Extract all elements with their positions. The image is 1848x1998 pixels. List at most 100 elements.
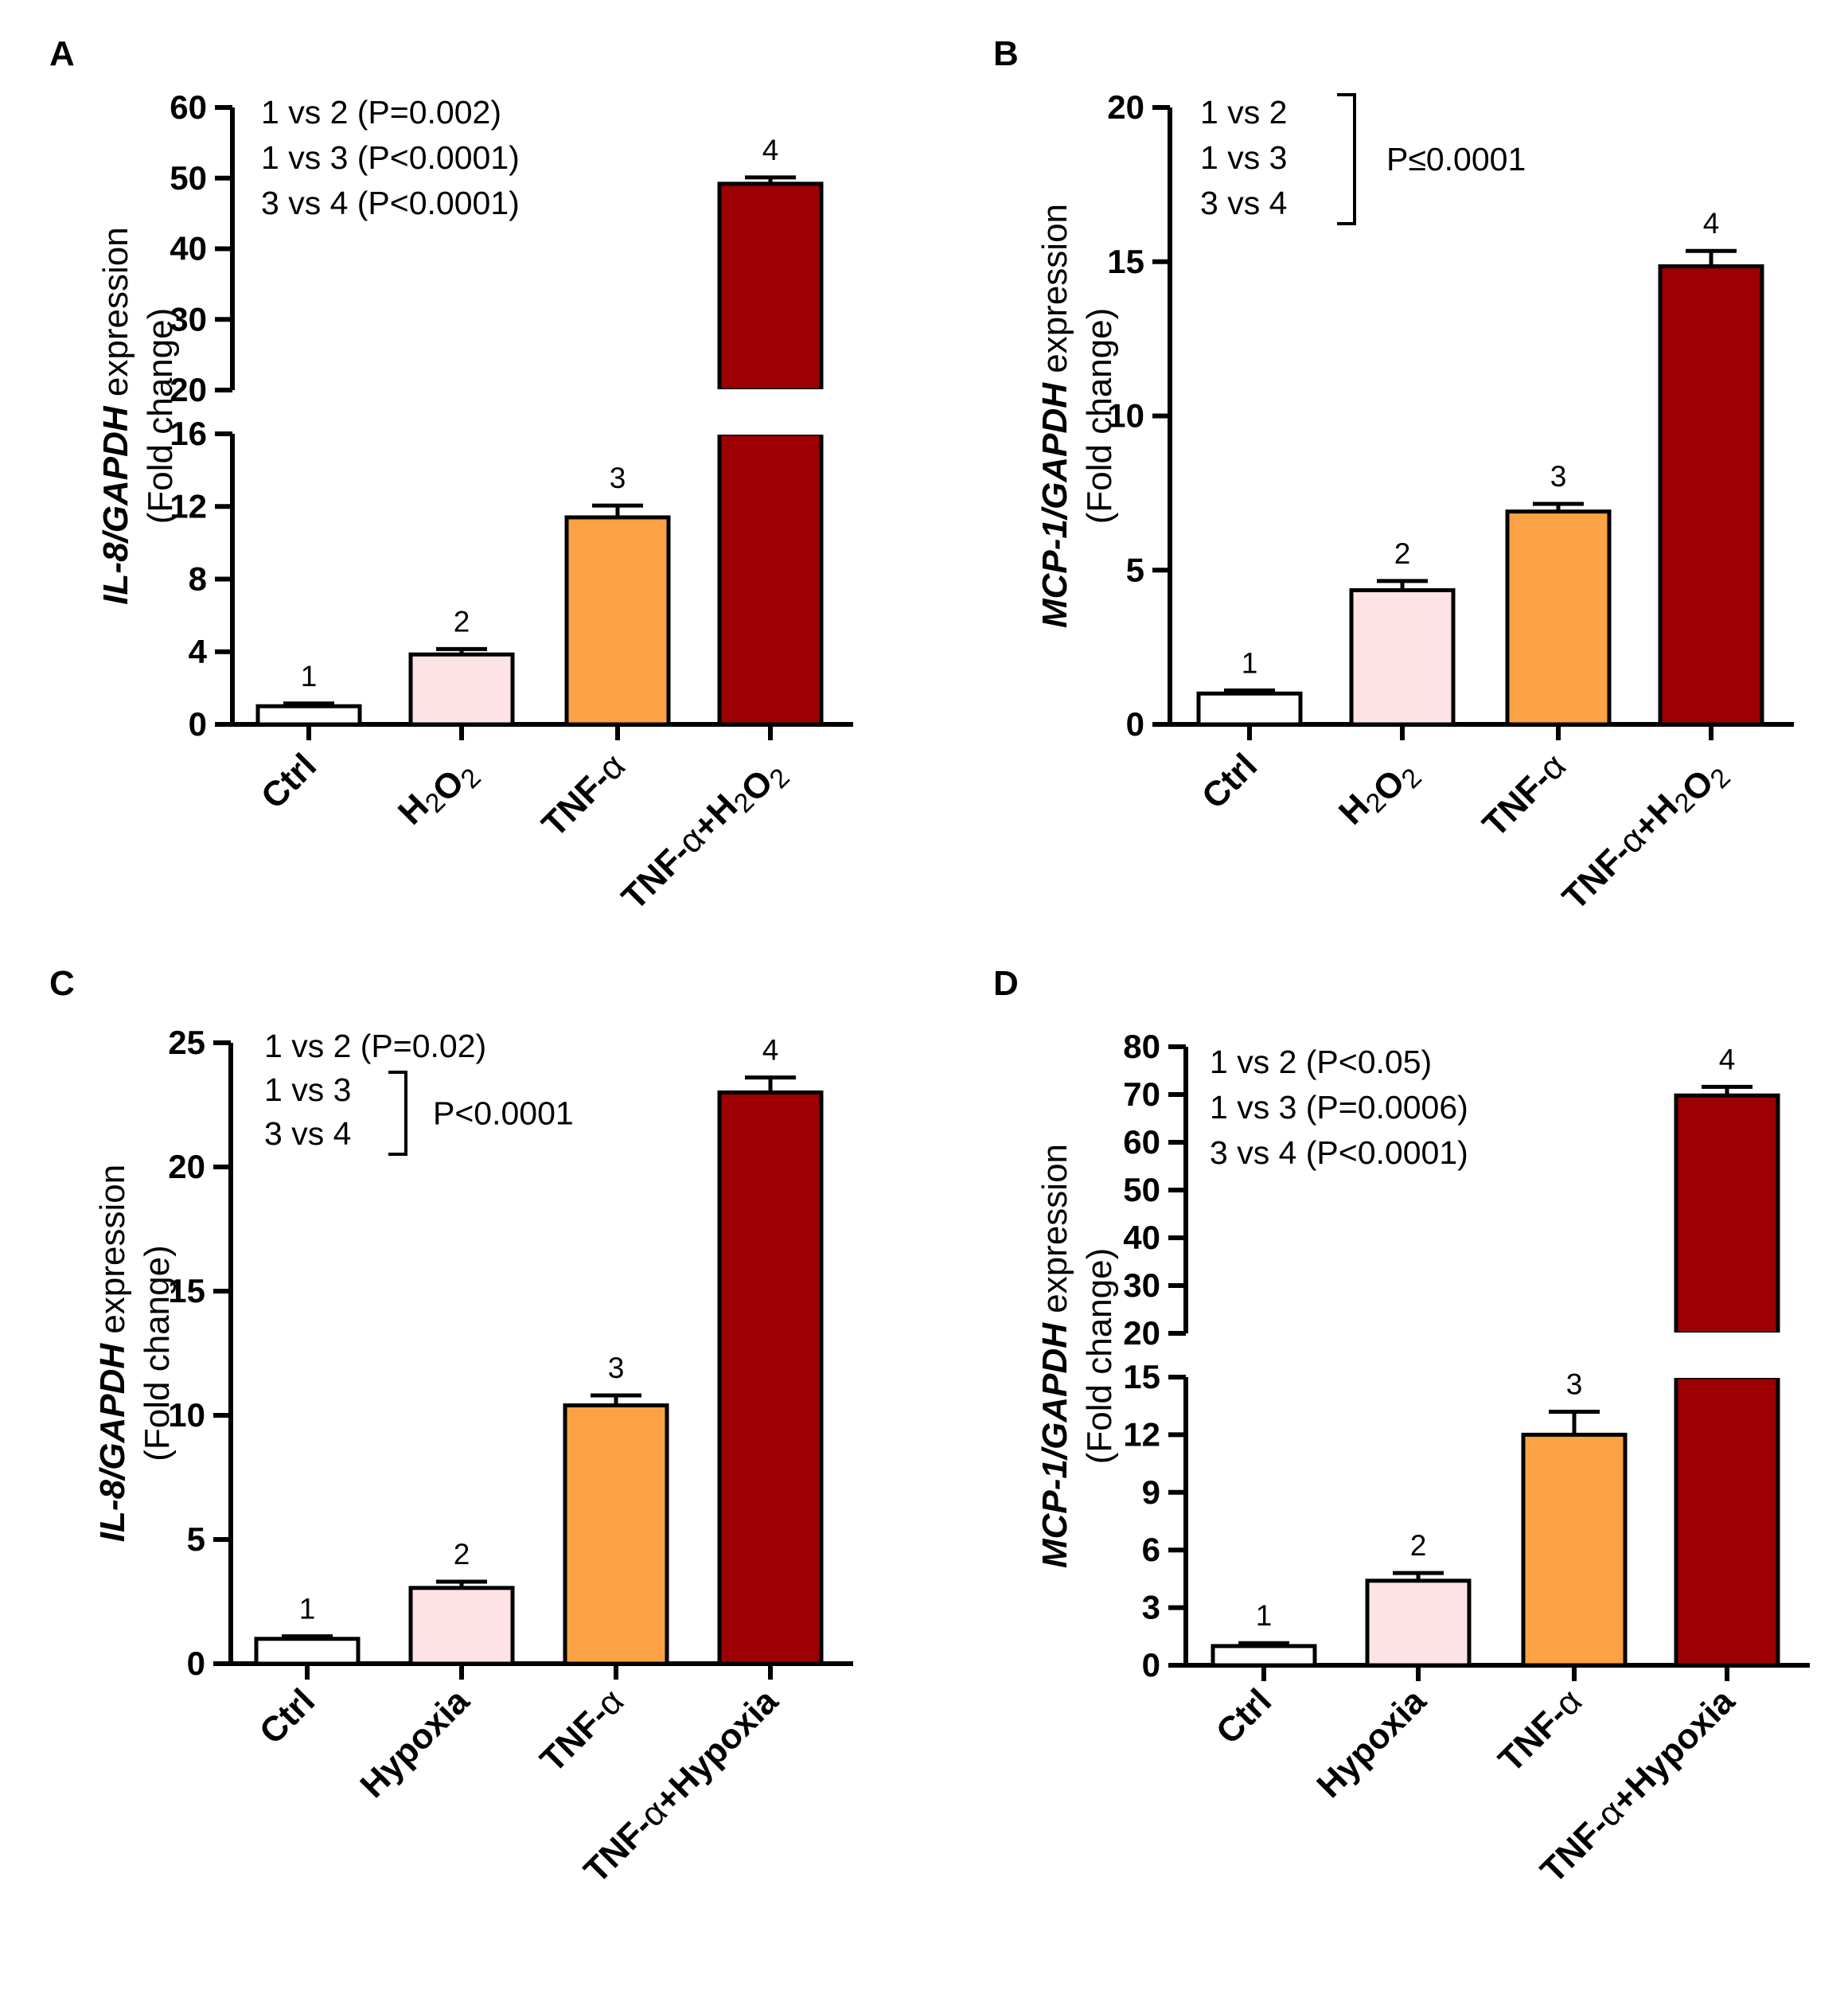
x-category-label: Ctrl <box>252 1681 322 1751</box>
bar-number-label: 2 <box>1394 537 1411 570</box>
bar-number-label: 1 <box>299 1593 316 1625</box>
bar <box>1196 691 1303 727</box>
y-tick-label: 6 <box>1142 1531 1160 1568</box>
bracket-p-value: P≤0.0001 <box>1386 141 1526 178</box>
x-category-label: TNF-α+H2O2 <box>1555 746 1737 927</box>
bar <box>717 181 824 392</box>
bar <box>1505 509 1612 727</box>
y-tick-label: 0 <box>189 705 207 743</box>
x-category-label: Ctrl <box>1195 746 1265 816</box>
bar-number-label: 4 <box>762 1034 779 1067</box>
significance-bracket <box>1337 93 1356 225</box>
bar-number-label: 4 <box>1719 1043 1736 1075</box>
x-category-label: TNF-α+H2O2 <box>614 746 796 927</box>
y-tick-label: 20 <box>1123 1314 1160 1352</box>
significance-annotation: 3 vs 4 <box>264 1115 351 1152</box>
y-tick-label: 12 <box>170 487 207 525</box>
y-tick-label: 5 <box>187 1520 205 1558</box>
bracket-p-value: P<0.0001 <box>433 1095 574 1132</box>
y-axis-subtitle: (Fold change) <box>1080 1248 1119 1464</box>
y-tick-label: 20 <box>168 1148 205 1185</box>
y-tick-label: 30 <box>170 300 207 338</box>
y-tick-label: 0 <box>1142 1646 1160 1684</box>
significance-annotation: 1 vs 3 <box>1200 139 1287 176</box>
x-category-label: H2O2 <box>391 746 487 842</box>
y-tick-label: 15 <box>168 1272 205 1309</box>
y-tick-label: 8 <box>189 560 207 598</box>
y-axis-subtitle: (Fold change) <box>1080 308 1119 524</box>
x-category-label: Ctrl <box>254 746 324 816</box>
y-tick-label: 40 <box>1123 1219 1160 1256</box>
y-tick-label: 15 <box>1107 243 1144 280</box>
panel-letter: B <box>993 34 1019 73</box>
y-tick-label: 10 <box>168 1396 205 1434</box>
panel-a: A 0 4 8 12 16 20 30 40 50 60 1 Ctrl 2 H2O2 3 TNF-α 4 TNF-α… <box>49 34 853 927</box>
y-tick-label: 12 <box>1123 1415 1160 1453</box>
x-category-label: TNF-α <box>533 1681 631 1779</box>
bar <box>408 652 515 727</box>
y-tick-label: 9 <box>1142 1473 1160 1511</box>
y-tick-label: 4 <box>189 633 208 670</box>
significance-annotation: 1 vs 3 <box>264 1071 351 1108</box>
y-tick-label: 15 <box>1123 1358 1160 1395</box>
y-tick-label: 0 <box>1126 705 1144 743</box>
bar-number-label: 1 <box>1256 1599 1273 1632</box>
y-axis-title: IL-8/GAPDH expression <box>96 227 135 604</box>
bar-number-label: 2 <box>454 1538 470 1571</box>
x-category-label: Hypoxia <box>1309 1681 1433 1805</box>
bar-number-label: 1 <box>1242 646 1258 679</box>
x-category-label: TNF-α <box>535 746 633 844</box>
bar-number-label: 4 <box>762 134 779 166</box>
significance-annotation: 1 vs 2 (P=0.02) <box>264 1028 486 1064</box>
bar-number-label: 2 <box>1410 1529 1427 1562</box>
y-tick-label: 30 <box>1123 1266 1160 1304</box>
significance-annotation: 1 vs 2 (P<0.05) <box>1210 1044 1432 1080</box>
y-axis-title: MCP-1/GAPDH expression <box>1035 204 1074 628</box>
bar-number-label: 3 <box>610 462 626 494</box>
bar <box>408 1586 515 1666</box>
panel-letter: D <box>993 964 1019 1003</box>
x-category-label: TNF-α <box>1491 1681 1589 1779</box>
bar <box>563 1403 669 1666</box>
panel-c: C05101520251Ctrl2Hypoxia3TNF-α4TNF-α+Hyp… <box>49 964 853 1891</box>
bar <box>717 1090 824 1666</box>
y-tick-label: 60 <box>170 88 207 126</box>
y-tick-label: 20 <box>1107 88 1144 126</box>
significance-annotation: 3 vs 4 (P<0.0001) <box>1210 1134 1468 1171</box>
bar-number-label: 3 <box>608 1352 625 1384</box>
significance-annotation: 1 vs 2 <box>1200 94 1287 131</box>
y-tick-label: 5 <box>1126 551 1144 588</box>
y-tick-label: 70 <box>1123 1075 1160 1113</box>
y-axis-subtitle: (Fold change) <box>141 308 180 524</box>
bar <box>564 515 671 727</box>
y-tick-label: 60 <box>1123 1123 1160 1161</box>
y-tick-label: 50 <box>170 159 207 197</box>
significance-annotation: 1 vs 3 (P=0.0006) <box>1210 1089 1468 1126</box>
significance-annotation: 1 vs 2 (P=0.002) <box>261 94 501 131</box>
panel-b: B 0 5 10 15 20 1 Ctrl 2 H2O2 3 TNF-α 4 TNF-α+H2O2 MCP-… <box>993 34 1794 927</box>
significance-annotation: 1 vs 3 (P<0.0001) <box>261 139 520 176</box>
y-axis-subtitle: (Fold change) <box>138 1245 177 1461</box>
x-category-label: H2O2 <box>1331 746 1428 842</box>
significance-bracket <box>388 1071 407 1156</box>
bar-number-label: 3 <box>1566 1368 1583 1400</box>
panel-letter: C <box>49 964 75 1003</box>
y-tick-label: 16 <box>170 415 207 452</box>
bar <box>1365 1578 1472 1668</box>
significance-annotation: 3 vs 4 (P<0.0001) <box>261 185 520 221</box>
bar <box>1674 1375 1780 1668</box>
y-tick-label: 10 <box>1107 397 1144 435</box>
y-tick-label: 40 <box>170 230 207 267</box>
y-tick-label: 20 <box>170 371 207 408</box>
axis-break-gap <box>1673 1333 1781 1378</box>
y-axis-title: MCP-1/GAPDH expression <box>1035 1144 1074 1568</box>
bar <box>1211 1644 1317 1668</box>
y-tick-label: 25 <box>168 1024 205 1061</box>
bar <box>1658 264 1764 727</box>
x-category-label: Hypoxia <box>353 1681 477 1805</box>
bar <box>255 704 362 727</box>
significance-annotation: 3 vs 4 <box>1200 185 1287 221</box>
bar-number-label: 1 <box>301 660 318 693</box>
bar <box>254 1637 361 1666</box>
